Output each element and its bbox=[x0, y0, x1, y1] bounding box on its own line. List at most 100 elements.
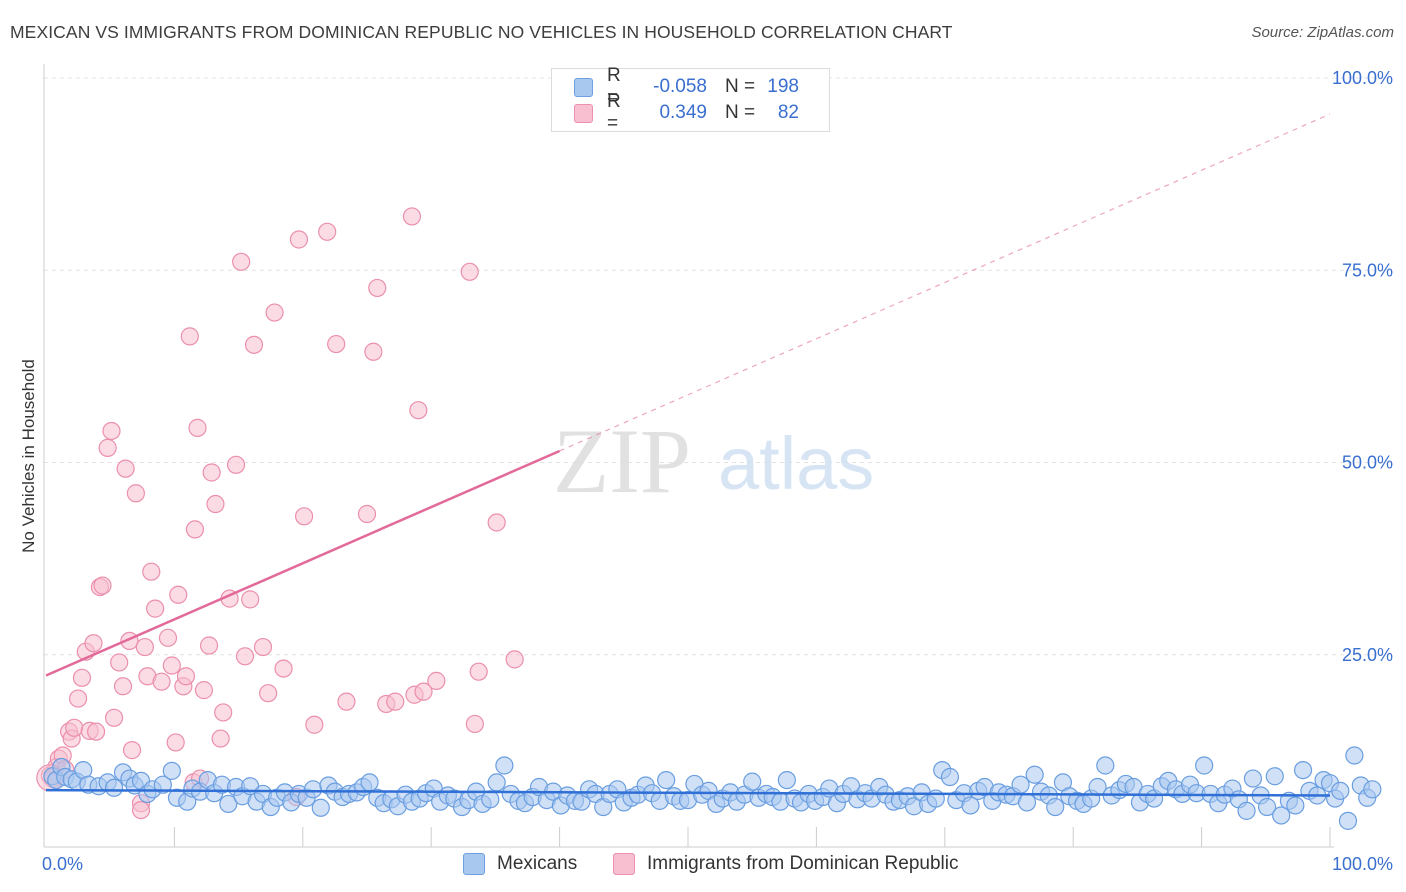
data-point-dominican bbox=[259, 684, 278, 703]
data-point-dominican bbox=[180, 327, 199, 346]
data-point-mexicans bbox=[1243, 769, 1263, 788]
data-point-dominican bbox=[152, 672, 171, 691]
data-point-mexicans bbox=[487, 773, 506, 792]
data-point-mexicans bbox=[303, 780, 323, 799]
legend-swatch-mexicans bbox=[574, 77, 593, 97]
data-point-dominican bbox=[185, 520, 205, 539]
data-point-mexicans bbox=[360, 773, 379, 792]
data-point-mexicans bbox=[1046, 797, 1065, 817]
data-point-mexicans bbox=[1265, 767, 1284, 786]
data-point-dominican bbox=[402, 207, 422, 226]
data-point-dominican bbox=[104, 708, 124, 727]
legend-n-label: N = bbox=[725, 102, 756, 123]
data-point-dominican bbox=[337, 692, 356, 711]
legend-label-mexicans: Mexicans bbox=[497, 853, 578, 874]
series-mexicans-points bbox=[43, 746, 1382, 830]
data-point-dominican bbox=[166, 733, 185, 752]
data-point-dominican bbox=[294, 507, 314, 526]
data-point-mexicans bbox=[1011, 775, 1030, 794]
data-point-dominican bbox=[253, 637, 273, 657]
data-point-dominican bbox=[214, 703, 233, 722]
data-point-dominican bbox=[162, 656, 181, 675]
chart-title: MEXICAN VS IMMIGRANTS FROM DOMINICAN REP… bbox=[10, 22, 953, 42]
data-point-dominican bbox=[72, 668, 92, 687]
data-point-dominican bbox=[113, 677, 133, 696]
data-point-mexicans bbox=[743, 772, 762, 791]
legend-item-dominican[interactable]: Immigrants from Dominican Republic bbox=[613, 851, 959, 877]
data-point-dominican bbox=[116, 459, 135, 478]
data-point-dominican bbox=[194, 681, 214, 700]
data-point-mexicans bbox=[1338, 811, 1358, 830]
data-point-dominican bbox=[65, 718, 84, 737]
data-point-dominican bbox=[199, 636, 219, 655]
data-point-dominican bbox=[318, 222, 337, 241]
data-point-dominican bbox=[235, 647, 255, 666]
x-tick-label-min: 0.0% bbox=[42, 854, 83, 874]
data-point-dominican bbox=[135, 637, 154, 657]
data-point-dominican bbox=[206, 494, 225, 514]
data-point-dominican bbox=[68, 689, 88, 708]
y-tick-label: 100.0% bbox=[1332, 68, 1393, 88]
data-point-mexicans bbox=[1025, 765, 1044, 784]
data-point-dominican bbox=[98, 438, 117, 457]
data-point-dominican bbox=[202, 463, 221, 482]
data-point-mexicans bbox=[1195, 756, 1214, 775]
data-point-mexicans bbox=[1286, 796, 1305, 815]
legend-row-dominican: R = 0.349 N = 82 bbox=[574, 91, 799, 134]
data-point-dominican bbox=[364, 342, 383, 361]
data-point-mexicans bbox=[1096, 756, 1115, 775]
watermark: ZIP atlas bbox=[553, 410, 874, 512]
data-point-mexicans bbox=[104, 778, 124, 797]
legend-r-label: R = bbox=[607, 91, 621, 134]
data-point-dominican bbox=[427, 671, 446, 690]
data-point-dominican bbox=[465, 714, 484, 734]
legend-label-dominican: Immigrants from Dominican Republic bbox=[647, 853, 959, 874]
data-point-mexicans bbox=[1017, 793, 1037, 812]
data-point-mexicans bbox=[311, 798, 330, 817]
data-point-dominican bbox=[505, 650, 524, 669]
data-point-dominican bbox=[146, 599, 165, 618]
axes bbox=[43, 64, 1334, 848]
stats-legend: R = -0.058 N = 198 R = 0.349 N = 82 bbox=[551, 65, 830, 134]
data-point-dominican bbox=[487, 513, 506, 532]
legend-swatch-dominican bbox=[574, 103, 593, 123]
data-point-dominican bbox=[265, 303, 284, 322]
legend-n-label: N = bbox=[725, 76, 756, 97]
data-point-mexicans bbox=[961, 796, 980, 815]
data-point-dominican bbox=[86, 722, 106, 741]
x-tick-label-max: 100.0% bbox=[1332, 854, 1393, 874]
data-point-dominican bbox=[244, 335, 264, 354]
data-point-mexicans bbox=[219, 794, 238, 814]
y-tick-label: 50.0% bbox=[1342, 453, 1393, 473]
trend-line-dominican-extension bbox=[559, 113, 1331, 452]
data-point-mexicans bbox=[1257, 797, 1277, 817]
data-point-dominican bbox=[102, 421, 121, 441]
data-point-mexicans bbox=[495, 756, 514, 775]
data-point-dominican bbox=[142, 562, 161, 581]
legend-n-value: 198 bbox=[767, 76, 799, 97]
data-point-dominican bbox=[126, 484, 145, 503]
data-point-dominican bbox=[460, 262, 479, 281]
legend-r-value: -0.058 bbox=[653, 76, 707, 97]
watermark-zip: ZIP bbox=[553, 410, 691, 512]
data-point-mexicans bbox=[657, 770, 676, 790]
data-point-dominican bbox=[176, 667, 196, 686]
data-point-mexicans bbox=[481, 790, 500, 809]
data-point-dominican bbox=[368, 278, 387, 298]
data-point-mexicans bbox=[1345, 746, 1364, 765]
data-point-mexicans bbox=[940, 767, 960, 787]
data-point-dominican bbox=[122, 741, 142, 760]
legend-r-value: 0.349 bbox=[659, 102, 707, 123]
data-point-mexicans bbox=[1331, 781, 1350, 800]
legend-n-value: 82 bbox=[777, 102, 799, 123]
data-point-dominican bbox=[110, 653, 129, 672]
legend-item-mexicans[interactable]: Mexicans bbox=[463, 851, 577, 877]
data-point-dominican bbox=[289, 230, 309, 249]
data-point-dominican bbox=[241, 590, 260, 609]
y-axis-label: No Vehicles in Household bbox=[19, 359, 38, 553]
data-point-dominican bbox=[305, 715, 324, 734]
legend-swatch-dominican bbox=[613, 853, 635, 875]
series-legend: Mexicans Immigrants from Dominican Repub… bbox=[0, 851, 1406, 877]
data-point-dominican bbox=[386, 692, 405, 711]
